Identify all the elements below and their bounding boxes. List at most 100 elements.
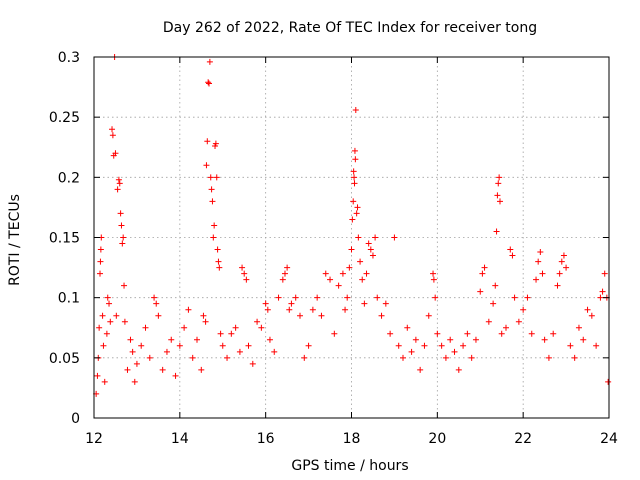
data-point [365,240,372,247]
data-point [309,306,316,313]
data-point [575,324,582,331]
data-point [425,312,432,319]
data-point [588,312,595,319]
data-point [571,354,578,361]
data-point [391,234,398,241]
data-point [101,378,108,385]
data-point [142,324,149,331]
data-point [96,324,103,331]
data-point [121,282,128,289]
y-tick-labels: 0 0.05 0.1 0.15 0.2 0.25 0.3 [49,50,80,427]
data-point [535,258,542,265]
y-tick-label: 0 [71,411,80,427]
data-point [537,248,544,255]
data-point [159,366,166,373]
data-points [93,54,612,397]
data-point [408,348,415,355]
data-point [254,318,261,325]
data-point [344,294,351,301]
data-point [194,336,200,343]
data-point [114,186,121,193]
data-point [202,318,209,325]
x-tick-label: 20 [428,431,446,447]
data-point [204,138,211,145]
data-point [351,174,358,181]
data-point [503,324,509,331]
data-point [211,222,218,229]
data-point [172,372,179,379]
data-point [113,312,120,319]
data-point [494,192,501,199]
x-tick-label: 24 [600,431,618,447]
y-tick-label: 0.25 [49,110,80,126]
data-point [200,312,207,319]
data-point [528,330,535,337]
x-tick-label: 12 [85,431,103,447]
data-point [378,312,385,319]
data-point [335,282,342,289]
data-point [297,312,303,319]
data-point [404,324,411,331]
data-point [605,378,612,385]
data-point [155,312,162,319]
data-point [288,300,295,307]
y-tick-label: 0.1 [58,291,80,307]
data-point [601,270,608,277]
x-tick-label: 18 [343,431,361,447]
data-point [275,294,282,301]
data-point [382,300,389,307]
data-point [430,276,437,283]
data-point [395,342,402,349]
data-point [214,246,221,253]
data-point [219,342,226,349]
data-point [541,336,548,343]
data-point [359,276,366,283]
data-point [185,306,192,313]
data-point [213,174,220,181]
data-point [112,150,119,157]
x-tick-label: 16 [257,431,275,447]
data-point [550,330,557,337]
data-point [198,366,205,373]
data-point [442,354,449,361]
data-point [520,306,527,313]
data-point [176,342,183,349]
data-point [412,336,419,343]
data-point [318,312,325,319]
data-point [97,246,104,253]
data-point [515,318,522,325]
data-point [539,270,546,277]
data-point [563,264,570,271]
data-point [369,252,376,259]
data-point [584,306,591,313]
data-point [206,58,213,65]
data-point [215,258,222,265]
data-point [509,252,516,259]
data-point [305,342,312,349]
data-point [447,336,454,343]
data-point [560,252,567,259]
data-point [124,366,131,373]
chart-title: Day 262 of 2022, Rate Of TEC Index for r… [163,20,537,36]
y-tick-label: 0.15 [49,231,80,247]
data-point [567,342,574,349]
data-point [241,270,248,277]
data-point [245,342,252,349]
data-point [210,234,217,241]
data-point [168,336,175,343]
data-point [355,234,362,241]
data-point [580,336,587,343]
data-point [129,348,136,355]
data-point [558,258,565,265]
data-point [127,336,134,343]
data-point [485,318,492,325]
data-point [554,282,561,289]
data-point [350,198,357,205]
data-point [354,204,361,211]
data-point [472,336,479,343]
data-point [106,300,113,307]
data-point [133,360,140,367]
data-point [533,276,540,283]
data-point [163,348,170,355]
data-point [258,324,265,331]
